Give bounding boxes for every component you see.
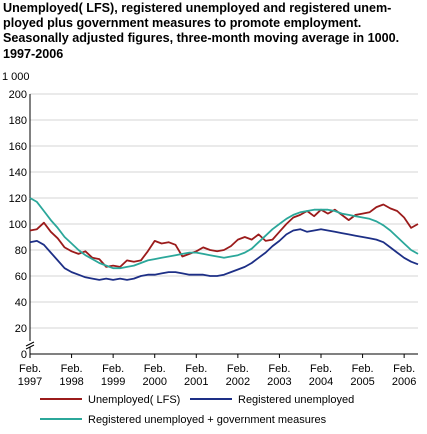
x-tick-label-year: 1997 <box>18 376 42 388</box>
x-tick-label-year: 2000 <box>142 376 166 388</box>
y-axis-break-mark <box>25 341 35 347</box>
y-tick-label: 100 <box>9 219 27 231</box>
y-tick-label: 20 <box>15 323 27 335</box>
y-tick-label: 140 <box>9 167 27 179</box>
y-axis-break-mark <box>25 344 35 350</box>
y-tick-label: 60 <box>15 271 27 283</box>
legend: Unemployed( LFS) Registered unemployed Reg… <box>40 394 354 426</box>
x-tick-label: Feb. <box>144 363 166 375</box>
y-axis-unit-label: 1 000 <box>2 71 30 83</box>
y-tick-label: 40 <box>15 297 27 309</box>
x-tick-label-year: 2001 <box>184 376 208 388</box>
chart-title-line-3: Seasonally adjusted figures, three-month… <box>3 31 400 46</box>
x-tick-label: Feb. <box>19 363 41 375</box>
x-tick-label-year: 2005 <box>350 376 374 388</box>
x-tick-label: Feb. <box>185 363 207 375</box>
x-tick-label: Feb. <box>227 363 249 375</box>
x-tick-label: Feb. <box>268 363 290 375</box>
y-tick-label: 200 <box>9 89 27 101</box>
x-tick-label-year: 2003 <box>267 376 291 388</box>
legend-label: Registered unemployed <box>238 394 354 406</box>
x-tick-label: Feb. <box>61 363 83 375</box>
x-tick-label: Feb. <box>352 363 374 375</box>
x-tick-label-year: 2002 <box>226 376 250 388</box>
gridlines <box>30 93 418 329</box>
y-tick-label: 0 <box>21 349 27 361</box>
axes: 020406080100120140160180200Feb.1997Feb.1… <box>9 89 418 388</box>
x-tick-label: Feb. <box>393 363 415 375</box>
x-tick-label-year: 1998 <box>59 376 83 388</box>
legend-label: Registered unemployed + government measu… <box>88 414 327 426</box>
x-tick-label-year: 1999 <box>101 376 125 388</box>
y-tick-label: 80 <box>15 245 27 257</box>
y-tick-label: 160 <box>9 141 27 153</box>
series-lines <box>29 197 419 281</box>
x-tick-label: Feb. <box>102 363 124 375</box>
chart-title-line-2: ployed plus government measures to promo… <box>3 16 362 31</box>
series-line-1 <box>29 228 419 281</box>
x-tick-label-year: 2004 <box>309 376 333 388</box>
series-line-2 <box>29 197 419 270</box>
x-tick-label-year: 2006 <box>392 376 416 388</box>
chart-title: Unemployed( LFS), registered unemployed … <box>3 1 425 62</box>
x-tick-label: Feb. <box>310 363 332 375</box>
legend-label: Unemployed( LFS) <box>88 394 180 406</box>
y-tick-label: 120 <box>9 193 27 205</box>
chart-title-line-4: 1997-2006 <box>3 46 64 61</box>
y-tick-label: 180 <box>9 115 27 127</box>
chart-title-line-1: Unemployed( LFS), registered unemployed … <box>3 1 392 15</box>
